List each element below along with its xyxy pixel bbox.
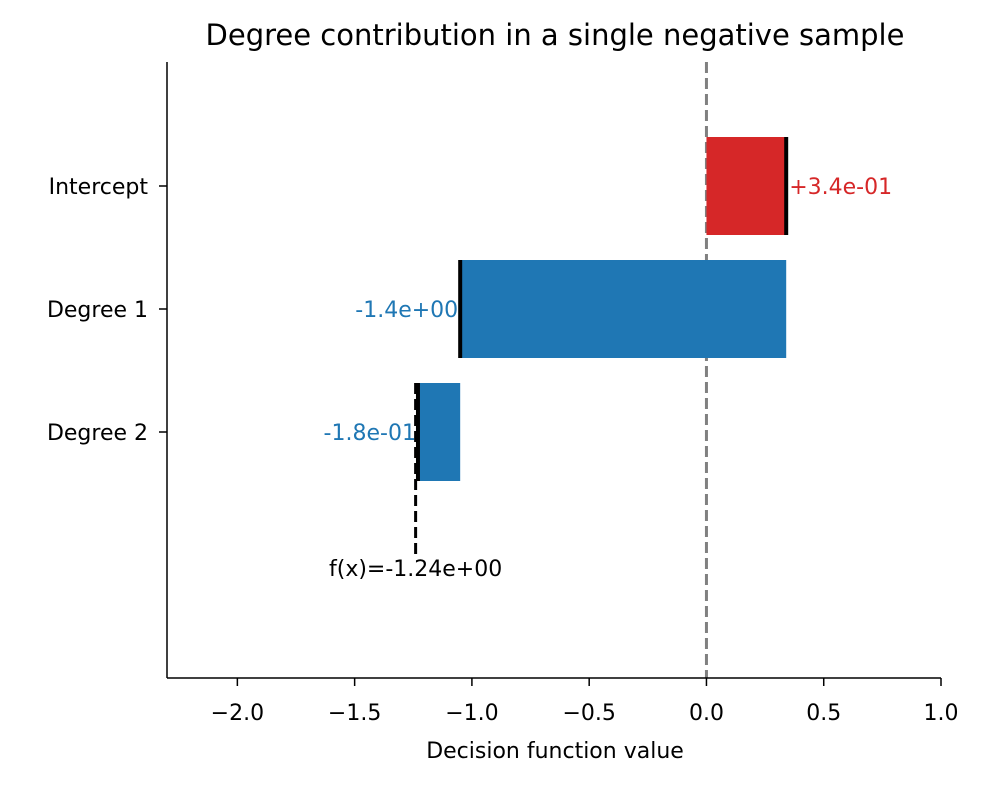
x-tick-label: −0.5 [562, 701, 615, 726]
bar-intercept [706, 137, 787, 235]
x-tick-label: 0.5 [806, 701, 841, 726]
bar-degree-1 [460, 260, 787, 358]
y-tick-label-intercept: Intercept [49, 175, 149, 200]
x-tick-label: −2.0 [211, 701, 264, 726]
final-value-label: f(x)=-1.24e+00 [329, 557, 502, 582]
x-tick-label: 0.0 [689, 701, 724, 726]
x-tick-label: −1.5 [328, 701, 381, 726]
x-tick-label: −1.0 [445, 701, 498, 726]
chart-title: Degree contribution in a single negative… [206, 18, 905, 52]
y-tick-label-degree-1: Degree 1 [47, 298, 148, 323]
data-label-degree-2: -1.8e-01 [324, 421, 416, 446]
bar-degree-2 [417, 383, 461, 481]
plot-area: +3.4e-01 Intercept -1.4e+00 Degree 1 -1.8e-0… [47, 62, 959, 726]
data-label-degree-1: -1.4e+00 [355, 298, 458, 323]
x-tick-label: 1.0 [924, 701, 959, 726]
x-axis-label: Decision function value [426, 739, 684, 764]
y-tick-label-degree-2: Degree 2 [47, 421, 148, 446]
data-label-intercept: +3.4e-01 [789, 175, 892, 200]
